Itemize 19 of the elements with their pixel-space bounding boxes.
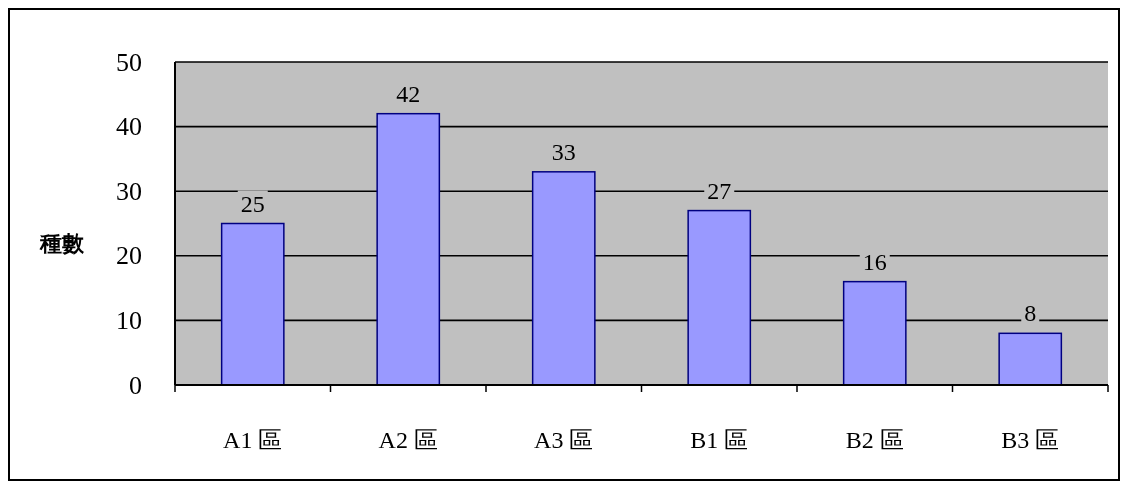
y-tick-label: 30 [116, 176, 142, 206]
x-tick-label: A3 區 [534, 427, 594, 453]
x-tick-label: B1 區 [690, 427, 749, 453]
data-label: 16 [862, 248, 887, 275]
data-label: 27 [707, 177, 732, 204]
data-label: 42 [396, 80, 421, 107]
x-tick-label: B3 區 [1001, 427, 1060, 453]
y-tick-label: 40 [116, 112, 142, 142]
data-label: 8 [1024, 300, 1037, 327]
y-tick-label: 50 [116, 47, 142, 77]
x-tick-label: A1 區 [223, 427, 283, 453]
y-tick-label: 0 [129, 370, 142, 400]
data-label: 33 [551, 138, 576, 165]
x-tick-label: A2 區 [378, 427, 438, 453]
y-label: 種數 [40, 230, 84, 256]
x-tick-label: B2 區 [845, 427, 904, 453]
y-tick-label: 20 [116, 241, 142, 271]
data-label: 25 [240, 190, 265, 217]
y-tick-label: 10 [116, 305, 142, 335]
